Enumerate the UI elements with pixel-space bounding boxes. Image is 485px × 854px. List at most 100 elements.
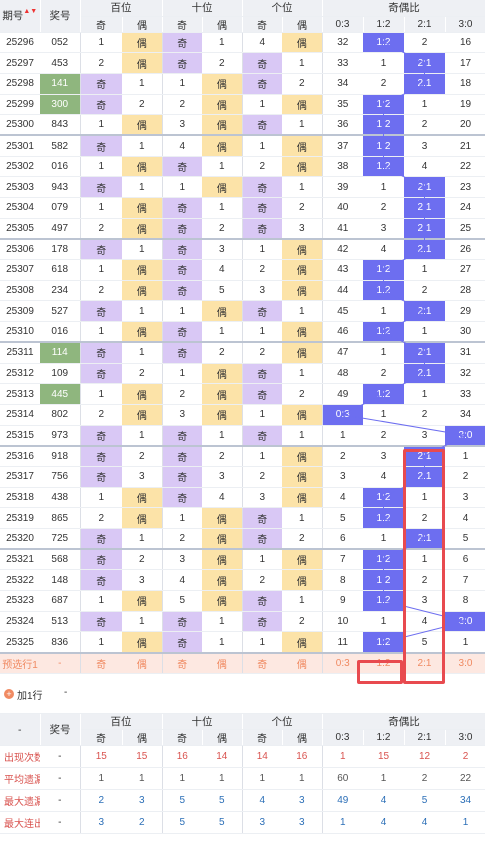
- preselect-cell[interactable]: 奇: [241, 652, 282, 674]
- bai-ji-cell: 奇: [79, 238, 122, 261]
- bai-ou-cell: 偶: [122, 631, 162, 654]
- preselect-cell[interactable]: 偶: [122, 652, 162, 674]
- preselect-cell[interactable]: 1:2: [363, 652, 404, 674]
- ge-ou-cell: 偶: [282, 445, 322, 467]
- ratio-cell-2: 2:1: [404, 176, 445, 198]
- ge-ou-cell: 2: [282, 197, 322, 219]
- shi-ji-cell: 奇: [161, 425, 202, 447]
- preselect-cell[interactable]: 奇: [79, 652, 122, 674]
- ge-ji-cell: 奇: [241, 114, 282, 137]
- preselect-cell[interactable]: 偶: [202, 652, 242, 674]
- ratio-cell-0: 9: [321, 590, 363, 612]
- preselect-cell[interactable]: 2:1: [404, 652, 445, 674]
- stats-table: - 奖号 百位 十位 个位 奇偶比 奇 偶 奇 偶 奇 偶 0:3 1:2 2:…: [0, 713, 485, 835]
- ratio-cell-0: 47: [321, 342, 363, 364]
- ge-ou-cell: 偶: [282, 32, 322, 54]
- ratio-cell-2: 2:1: [404, 300, 445, 323]
- stats-value: 34: [445, 789, 485, 813]
- preselect-cell[interactable]: 偶: [282, 652, 322, 674]
- ge-ou-cell: 1: [282, 176, 322, 198]
- ratio-cell-0: 0:3: [321, 404, 363, 426]
- issue-cell: 25314: [0, 404, 40, 426]
- bai-ji-cell: 2: [79, 218, 122, 240]
- bai-ji-cell: 1: [79, 590, 122, 612]
- stats-label: 出现次数: [0, 745, 40, 769]
- ge-ji-cell: 1: [241, 135, 282, 157]
- ratio-cell-0: 45: [321, 300, 363, 323]
- bai-ou-cell: 偶: [122, 280, 162, 302]
- ratio-cell-2: 4: [404, 611, 445, 633]
- table-row: 25317 756 奇 3 奇 3 2 偶 3 4 2:1 2: [0, 466, 485, 488]
- bai-ou-cell: 2: [122, 549, 162, 571]
- table-row: 25319 865 2 偶 1 偶奇 1 5 1:2 2 4: [0, 507, 485, 529]
- ratio-cell-3: 33: [445, 383, 485, 405]
- ratio-cell-2: 2:1: [404, 197, 445, 219]
- stats-bai-ji: 奇: [80, 729, 123, 747]
- ratio-cell-1: 1: [363, 528, 404, 551]
- ge-ji-cell: 2: [241, 259, 282, 281]
- ratio-cell-2: 2:1: [404, 52, 445, 74]
- number-cell: 079: [40, 197, 80, 219]
- ge-ji-cell: 奇: [241, 218, 282, 240]
- issue-cell: 25299: [0, 94, 40, 116]
- shi-ou-cell: 4: [202, 259, 242, 281]
- ratio-cell-0: 33: [321, 52, 363, 74]
- stats-value: 1: [445, 811, 485, 835]
- stats-value: 3: [241, 811, 282, 835]
- issue-cell: 25313: [0, 383, 40, 405]
- ratio-cell-0: 38: [321, 156, 363, 178]
- ratio-cell-3: 6: [445, 549, 485, 571]
- ge-ji-cell: 奇: [241, 383, 282, 405]
- add-row-button[interactable]: + 加1行: [4, 687, 43, 702]
- ratio-cell-3: 27: [445, 259, 485, 281]
- number-cell: 016: [40, 321, 80, 344]
- shi-ji-cell: 4: [161, 135, 202, 157]
- stats-value: 14: [202, 745, 242, 769]
- preselect-cell[interactable]: 3:0: [445, 652, 485, 674]
- stats-number: -: [40, 789, 80, 813]
- ratio-cell-1: 4: [363, 466, 404, 488]
- table-row: 25296 052 1 偶奇 1 4 偶 32 1:2 2 16: [0, 32, 485, 54]
- number-cell: 568: [40, 549, 80, 571]
- preselect-cell[interactable]: 奇: [161, 652, 202, 674]
- stats-value: 1: [79, 767, 122, 791]
- stats-value: 2: [404, 767, 445, 791]
- ratio-30-header: 3:0: [445, 16, 485, 33]
- ratio-cell-3: 1: [445, 631, 485, 654]
- ratio-cell-3: 3:0: [445, 425, 485, 447]
- number-cell: 843: [40, 114, 80, 137]
- ratio-cell-2: 1: [404, 549, 445, 571]
- ge-ji-cell: 1: [241, 404, 282, 426]
- issue-cell: 25311: [0, 342, 40, 364]
- ratio-cell-2: 2:1: [404, 218, 445, 240]
- ge-ou-cell: 偶: [282, 342, 322, 364]
- ge-ou-cell: 偶: [282, 259, 322, 281]
- table-row: 25320 725 奇 1 2 偶奇 2 6 1 2:1 5: [0, 528, 485, 551]
- ratio-cell-3: 21: [445, 135, 485, 157]
- sort-icon[interactable]: ▲▼: [23, 8, 38, 16]
- ratio-cell-0: 39: [321, 176, 363, 198]
- ge-ou-cell: 1: [282, 52, 322, 74]
- shi-ji-cell: 奇: [161, 487, 202, 509]
- preselect-row[interactable]: 预选行1 - 奇 偶 奇 偶 奇 偶 0:3 1:2 2:1 3:0: [0, 652, 485, 674]
- preselect-cell[interactable]: 0:3: [321, 652, 363, 674]
- ge-ji-cell: 1: [241, 321, 282, 344]
- ratio-cell-0: 41: [321, 218, 363, 240]
- issue-cell: 25304: [0, 197, 40, 219]
- number-cell: 114: [40, 342, 80, 364]
- shi-ou-cell: 偶: [202, 135, 242, 157]
- shi-ou-cell: 偶: [202, 549, 242, 571]
- number-cell: 756: [40, 466, 80, 488]
- issue-cell: 25308: [0, 280, 40, 302]
- issue-header[interactable]: 期号▲▼: [0, 0, 41, 33]
- number-cell: 052: [40, 32, 80, 54]
- ratio-cell-3: 3:0: [445, 611, 485, 633]
- ge-ou-cell: 偶: [282, 487, 322, 509]
- shi-ou-cell: 4: [202, 487, 242, 509]
- ratio-cell-1: 1:2: [363, 321, 404, 344]
- bai-ou-cell: 1: [122, 176, 162, 198]
- ratio-cell-1: 2: [363, 197, 404, 219]
- stats-value: 1: [282, 767, 322, 791]
- stats-value: 5: [161, 789, 202, 813]
- ge-ji-cell: 1: [241, 549, 282, 571]
